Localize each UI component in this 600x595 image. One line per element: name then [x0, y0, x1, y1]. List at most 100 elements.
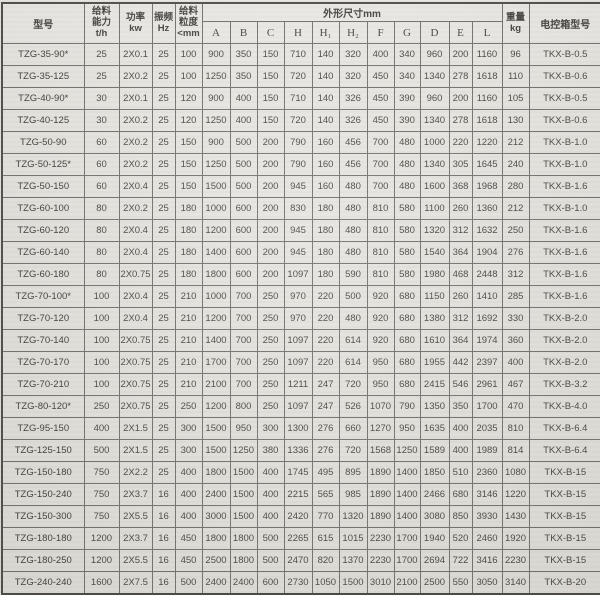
- value-cell: 210: [174, 351, 203, 374]
- value-cell: 368: [448, 175, 473, 198]
- value-cell: 400: [366, 43, 395, 66]
- value-cell: 1200: [83, 549, 120, 572]
- model-cell: TZG-70-140: [1, 329, 85, 352]
- value-cell: 450: [174, 527, 203, 550]
- value-cell: 820: [311, 549, 340, 572]
- value-cell: 60: [83, 175, 120, 198]
- value-cell: 364: [448, 241, 473, 264]
- table-row: TZG-60-100 80 2X0.2 25 180 1000 600 200 830 180 48…: [1, 197, 600, 220]
- value-cell: 750: [83, 505, 120, 528]
- value-cell: 25: [151, 351, 176, 374]
- value-cell: 1955: [419, 351, 450, 374]
- col-header-weight: 重量 kg: [501, 2, 530, 44]
- table-row: TZG-35-90* 25 2X0.1 25 100 900 350 150 710 140 320…: [1, 43, 600, 66]
- value-cell: 250: [256, 351, 285, 374]
- value-cell: 250: [256, 329, 285, 352]
- value-cell: 2420: [283, 505, 313, 528]
- value-cell: 500: [83, 439, 120, 462]
- value-cell: 680: [393, 285, 421, 308]
- value-cell: 1070: [366, 395, 395, 418]
- value-cell: 1890: [366, 483, 395, 506]
- value-cell: 2X1.5: [118, 417, 153, 440]
- model-cell: TZG-70-170: [1, 351, 85, 374]
- value-cell: 1250: [201, 109, 231, 132]
- value-cell: 200: [256, 241, 285, 264]
- value-cell: 180: [311, 197, 340, 220]
- table-row: TZG-150-180 750 2X2.2 25 400 1800 1500 400 1745 4…: [1, 461, 600, 484]
- value-cell: 750: [83, 483, 120, 506]
- value-cell: 1940: [419, 527, 450, 550]
- value-cell: 80: [83, 219, 120, 242]
- value-cell: 1211: [283, 373, 313, 396]
- value-cell: 1350: [419, 395, 450, 418]
- value-cell: 580: [393, 197, 421, 220]
- value-cell: 100: [83, 285, 120, 308]
- value-cell: 120: [174, 87, 203, 110]
- value-cell: 2X1.5: [118, 439, 153, 462]
- value-cell: 25: [83, 65, 120, 88]
- value-cell: 1800: [229, 549, 258, 572]
- value-cell: 285: [501, 285, 530, 308]
- value-cell: 1904: [471, 241, 503, 264]
- value-cell: 1320: [419, 219, 450, 242]
- value-cell: 1300: [283, 417, 313, 440]
- value-cell: 615: [311, 527, 340, 550]
- value-cell: 810: [366, 197, 395, 220]
- model-cell: TZG-70-210: [1, 373, 85, 396]
- model-cell: TZG-70-120: [1, 307, 85, 330]
- model-cell: TZG-60-100: [1, 197, 85, 220]
- value-cell: 100: [174, 43, 203, 66]
- value-cell: 400: [448, 439, 473, 462]
- value-cell: 1974: [471, 329, 503, 352]
- value-cell: 1150: [419, 285, 450, 308]
- value-cell: 200: [256, 219, 285, 242]
- value-cell: 16: [151, 571, 176, 594]
- value-cell: 2X2.2: [118, 461, 153, 484]
- value-cell: 25: [151, 373, 176, 396]
- value-cell: 247: [311, 395, 340, 418]
- value-cell: 3010: [366, 571, 395, 594]
- value-cell: 920: [366, 329, 395, 352]
- value-cell: 1700: [201, 351, 231, 374]
- value-cell: 300: [174, 417, 203, 440]
- value-cell: 565: [311, 483, 340, 506]
- value-cell: 1336: [283, 439, 313, 462]
- value-cell: 25: [151, 263, 176, 286]
- value-cell: 450: [366, 87, 395, 110]
- col-header-dim-f: F: [366, 21, 395, 44]
- value-cell: 1400: [393, 505, 421, 528]
- model-cell: TZG-35-125: [1, 65, 85, 88]
- value-cell: 3146: [471, 483, 503, 506]
- value-cell: 1700: [393, 527, 421, 550]
- value-cell: 700: [229, 307, 258, 330]
- value-cell: 400: [501, 351, 530, 374]
- value-cell: 467: [501, 373, 530, 396]
- value-cell: 400: [256, 461, 285, 484]
- value-cell: 2694: [419, 549, 450, 572]
- model-cell: TZG-35-90*: [1, 43, 85, 66]
- control-box-cell: TKX-B-1.6: [528, 263, 600, 286]
- model-cell: TZG-95-150: [1, 417, 85, 440]
- value-cell: 1200: [83, 527, 120, 550]
- value-cell: 1200: [201, 219, 231, 242]
- value-cell: 950: [366, 373, 395, 396]
- value-cell: 210: [174, 373, 203, 396]
- value-cell: 2460: [471, 527, 503, 550]
- value-cell: 1250: [201, 153, 231, 176]
- model-cell: TZG-150-240: [1, 483, 85, 506]
- value-cell: 2360: [471, 461, 503, 484]
- value-cell: 2X3.7: [118, 527, 153, 550]
- value-cell: 2230: [501, 549, 530, 572]
- value-cell: 280: [501, 175, 530, 198]
- table-row: TZG-70-140 100 2X0.75 25 210 1400 700 250 1097 22…: [1, 329, 600, 352]
- control-box-cell: TKX-B-15: [528, 505, 600, 528]
- control-box-cell: TKX-B-2.0: [528, 351, 600, 374]
- value-cell: 950: [229, 417, 258, 440]
- control-box-cell: TKX-B-1.6: [528, 175, 600, 198]
- value-cell: 2X0.4: [118, 175, 153, 198]
- value-cell: 1100: [419, 197, 450, 220]
- value-cell: 80: [83, 263, 120, 286]
- value-cell: 130: [501, 109, 530, 132]
- value-cell: 2X0.75: [118, 329, 153, 352]
